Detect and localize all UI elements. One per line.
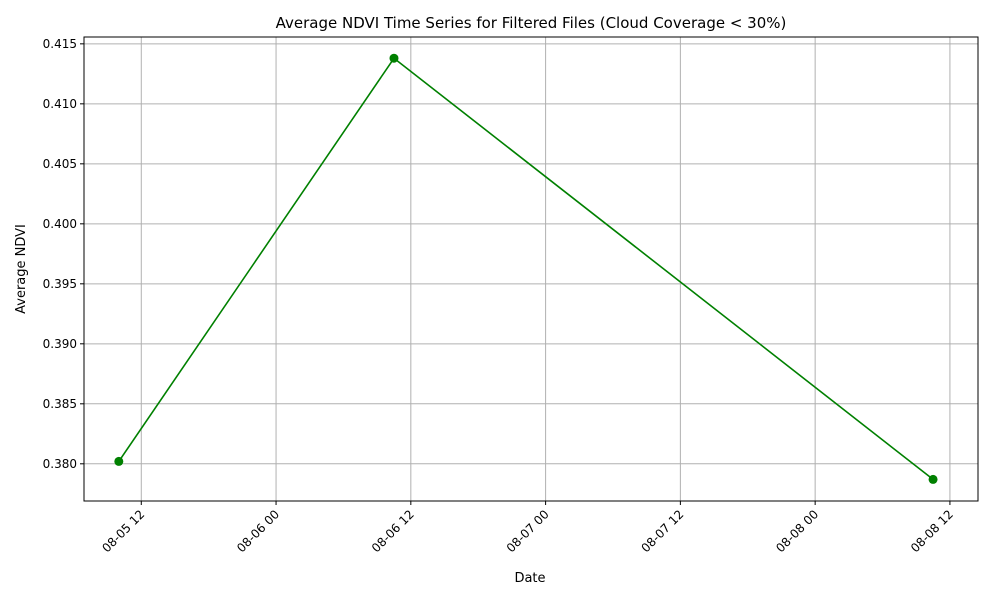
data-point <box>114 456 124 466</box>
data-series <box>114 53 938 484</box>
x-axis-label: Date <box>514 571 545 586</box>
y-axis-label: Average NDVI <box>14 224 29 314</box>
y-tick-label: 0.390 <box>43 337 77 351</box>
y-tick-label: 0.410 <box>43 97 77 111</box>
y-axis-ticks: 0.380 0.385 0.390 0.395 0.400 0.405 0.410 0.415 <box>43 37 84 471</box>
y-tick-label: 0.385 <box>43 397 77 411</box>
grid-lines <box>84 37 978 501</box>
y-tick-label: 0.400 <box>43 217 77 231</box>
data-point <box>928 474 938 484</box>
axes <box>83 36 979 502</box>
plot-frame <box>83 36 979 502</box>
y-tick-label: 0.415 <box>43 37 77 51</box>
y-tick-label: 0.395 <box>43 277 77 291</box>
chart-title: Average NDVI Time Series for Filtered Fi… <box>276 14 787 32</box>
y-tick-label: 0.405 <box>43 157 77 171</box>
data-point <box>389 53 399 63</box>
y-tick-label: 0.380 <box>43 457 77 471</box>
